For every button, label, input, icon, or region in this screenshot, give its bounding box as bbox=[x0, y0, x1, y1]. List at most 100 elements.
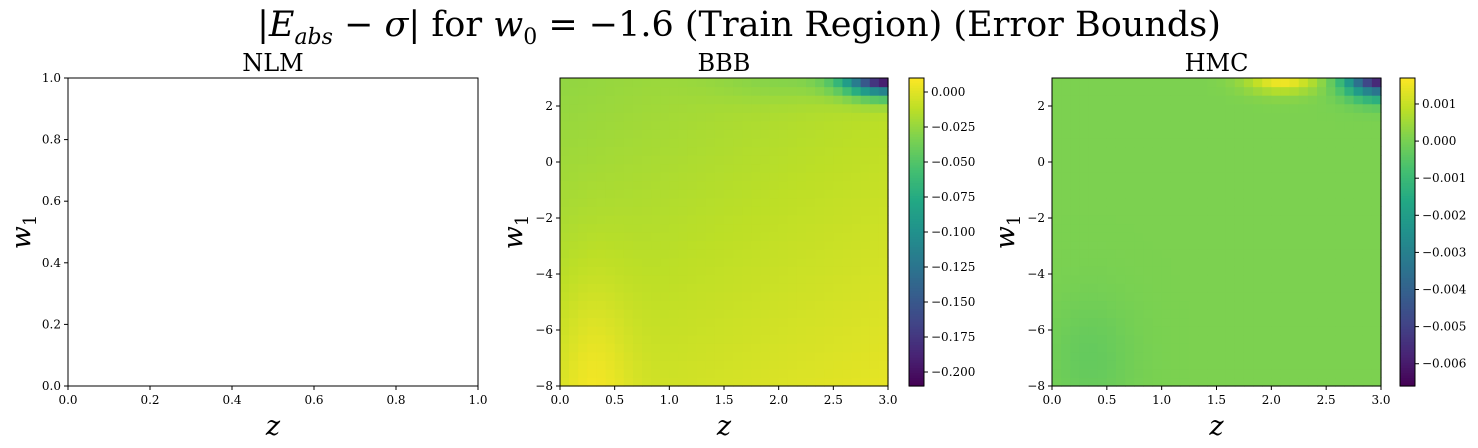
heatmap-cell bbox=[1317, 129, 1327, 139]
heatmap-cell bbox=[587, 129, 598, 139]
heatmap-cell bbox=[724, 351, 734, 361]
heatmap-cell bbox=[778, 197, 789, 207]
heatmap-cell bbox=[1271, 189, 1282, 199]
heatmap-cell bbox=[1216, 103, 1227, 113]
colorbar-segment bbox=[1400, 321, 1415, 325]
heatmap-cell bbox=[1152, 86, 1163, 96]
heatmap-cell bbox=[614, 78, 625, 88]
heatmap-cell bbox=[1344, 155, 1355, 165]
heatmap-cell bbox=[596, 129, 607, 139]
heatmap-cell bbox=[1207, 240, 1218, 250]
x-tick-label: 0.2 bbox=[140, 393, 159, 407]
heatmap-cell bbox=[632, 326, 643, 336]
heatmap-cell bbox=[1271, 78, 1282, 88]
heatmap-cell bbox=[1143, 283, 1154, 293]
heatmap-cell bbox=[860, 368, 871, 379]
heatmap-cell bbox=[1326, 197, 1336, 207]
heatmap-cell bbox=[787, 343, 798, 353]
heatmap-cell bbox=[1189, 120, 1199, 130]
heatmap-cell bbox=[869, 103, 880, 113]
heatmap-cell bbox=[1052, 351, 1062, 361]
heatmap-cell bbox=[869, 274, 880, 284]
heatmap-cell bbox=[596, 146, 607, 156]
heatmap-cell bbox=[1097, 223, 1108, 233]
heatmap-cell bbox=[1079, 163, 1090, 173]
heatmap-cell bbox=[1061, 206, 1071, 216]
heatmap-cell bbox=[824, 146, 834, 156]
heatmap-cell bbox=[851, 180, 862, 190]
heatmap-cell bbox=[632, 137, 643, 148]
heatmap-cell bbox=[651, 232, 661, 242]
heatmap-cell bbox=[1371, 206, 1382, 216]
heatmap-cell bbox=[1225, 120, 1236, 130]
heatmap-cell bbox=[1115, 326, 1126, 336]
heatmap-cell bbox=[1353, 317, 1364, 327]
heatmap-cell bbox=[1307, 274, 1318, 284]
heatmap-cell bbox=[833, 334, 844, 344]
heatmap-cell bbox=[833, 189, 844, 199]
heatmap-cell bbox=[623, 214, 634, 225]
heatmap-cell bbox=[1307, 266, 1318, 276]
heatmap-cell bbox=[623, 309, 634, 319]
heatmap-cell bbox=[851, 343, 862, 353]
heatmap-cell bbox=[1317, 197, 1327, 207]
heatmap-cell bbox=[1253, 334, 1263, 344]
heatmap-cell bbox=[1179, 206, 1190, 216]
heatmap-cell bbox=[614, 300, 625, 310]
heatmap-cell bbox=[1317, 214, 1327, 225]
heatmap-cell bbox=[1216, 300, 1227, 310]
heatmap-cell bbox=[1253, 360, 1263, 370]
heatmap-cell bbox=[869, 120, 880, 130]
heatmap-cell bbox=[614, 180, 625, 190]
heatmap-cell bbox=[614, 112, 625, 122]
heatmap-cell bbox=[1070, 172, 1081, 182]
heatmap-cell bbox=[1280, 309, 1291, 319]
x-tick-label: 0.5 bbox=[1097, 393, 1116, 407]
heatmap-cell bbox=[1344, 274, 1355, 284]
heatmap-cell bbox=[1061, 163, 1071, 173]
heatmap-cell bbox=[1097, 155, 1108, 165]
heatmap-cell bbox=[1298, 274, 1309, 284]
colorbar-segment bbox=[1400, 190, 1415, 195]
heatmap-cell bbox=[660, 368, 670, 379]
heatmap-cell bbox=[751, 360, 762, 370]
heatmap-cell bbox=[1189, 86, 1199, 96]
heatmap-cell bbox=[1307, 351, 1318, 361]
heatmap-cell bbox=[642, 240, 652, 250]
colorbar-segment bbox=[1400, 175, 1415, 179]
heatmap-cell bbox=[1198, 172, 1208, 182]
heatmap-cell bbox=[1170, 334, 1181, 344]
heatmap-cell bbox=[1234, 95, 1245, 105]
heatmap-cell bbox=[878, 257, 889, 267]
heatmap-cell bbox=[614, 309, 625, 319]
heatmap-cell bbox=[1280, 163, 1291, 173]
heatmap-cell bbox=[815, 317, 825, 327]
colorbar-segment bbox=[1400, 206, 1415, 210]
heatmap-cell bbox=[714, 249, 725, 259]
heatmap-cell bbox=[1189, 283, 1199, 293]
heatmap-cell bbox=[769, 223, 780, 233]
heatmap-cell bbox=[596, 155, 607, 165]
heatmap-cell bbox=[796, 326, 807, 336]
colorbar-segment bbox=[909, 142, 924, 146]
heatmap-cell bbox=[696, 266, 707, 276]
heatmap-cell bbox=[1115, 172, 1126, 182]
heatmap-cell bbox=[1097, 377, 1108, 387]
heatmap-cell bbox=[815, 206, 825, 216]
heatmap-cell bbox=[1362, 206, 1373, 216]
colorbar-segment bbox=[909, 337, 924, 341]
heatmap-cell bbox=[1353, 163, 1364, 173]
x-tick-label: 0.5 bbox=[605, 393, 624, 407]
heatmap-cell bbox=[1335, 155, 1346, 165]
heatmap-cell bbox=[860, 232, 871, 242]
heatmap-cell bbox=[1061, 326, 1071, 336]
heatmap-cell bbox=[769, 103, 780, 113]
heatmap-cell bbox=[1125, 368, 1135, 379]
heatmap-cell bbox=[1271, 180, 1282, 190]
heatmap-cell bbox=[660, 317, 670, 327]
heatmap-cell bbox=[1307, 146, 1318, 156]
x-tick-label: 2.0 bbox=[769, 393, 788, 407]
heatmap-cell bbox=[806, 86, 816, 96]
heatmap-cell bbox=[660, 266, 670, 276]
heatmap-cell bbox=[1234, 343, 1245, 353]
